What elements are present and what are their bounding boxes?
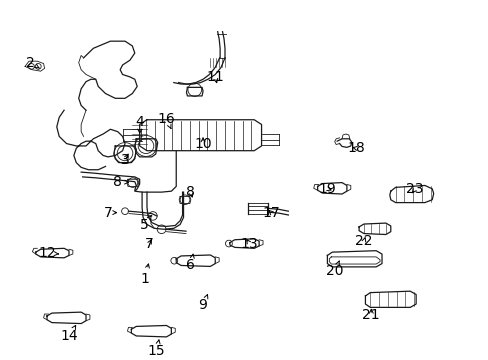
Text: 8: 8 [186, 185, 195, 199]
Text: 7: 7 [145, 237, 154, 251]
Text: 16: 16 [157, 112, 175, 129]
Text: 5: 5 [140, 215, 151, 231]
Text: 9: 9 [198, 294, 207, 312]
Text: 4: 4 [135, 115, 144, 133]
Text: 8: 8 [113, 175, 128, 189]
Text: 1: 1 [140, 264, 149, 286]
Text: 11: 11 [206, 70, 224, 84]
Text: 18: 18 [347, 141, 365, 155]
Text: 20: 20 [325, 261, 343, 278]
Text: 10: 10 [194, 136, 211, 150]
Text: 22: 22 [354, 234, 372, 248]
Text: 3: 3 [121, 153, 129, 167]
Text: 12: 12 [38, 246, 59, 260]
Text: 2: 2 [25, 55, 40, 69]
Text: 19: 19 [318, 182, 336, 196]
Text: 7: 7 [103, 206, 117, 220]
Text: 6: 6 [186, 254, 195, 272]
Text: 15: 15 [147, 340, 165, 358]
Text: 14: 14 [60, 325, 78, 343]
Text: 23: 23 [406, 182, 423, 196]
Text: 13: 13 [240, 237, 258, 251]
Text: 17: 17 [262, 206, 280, 220]
Text: 21: 21 [362, 308, 379, 322]
